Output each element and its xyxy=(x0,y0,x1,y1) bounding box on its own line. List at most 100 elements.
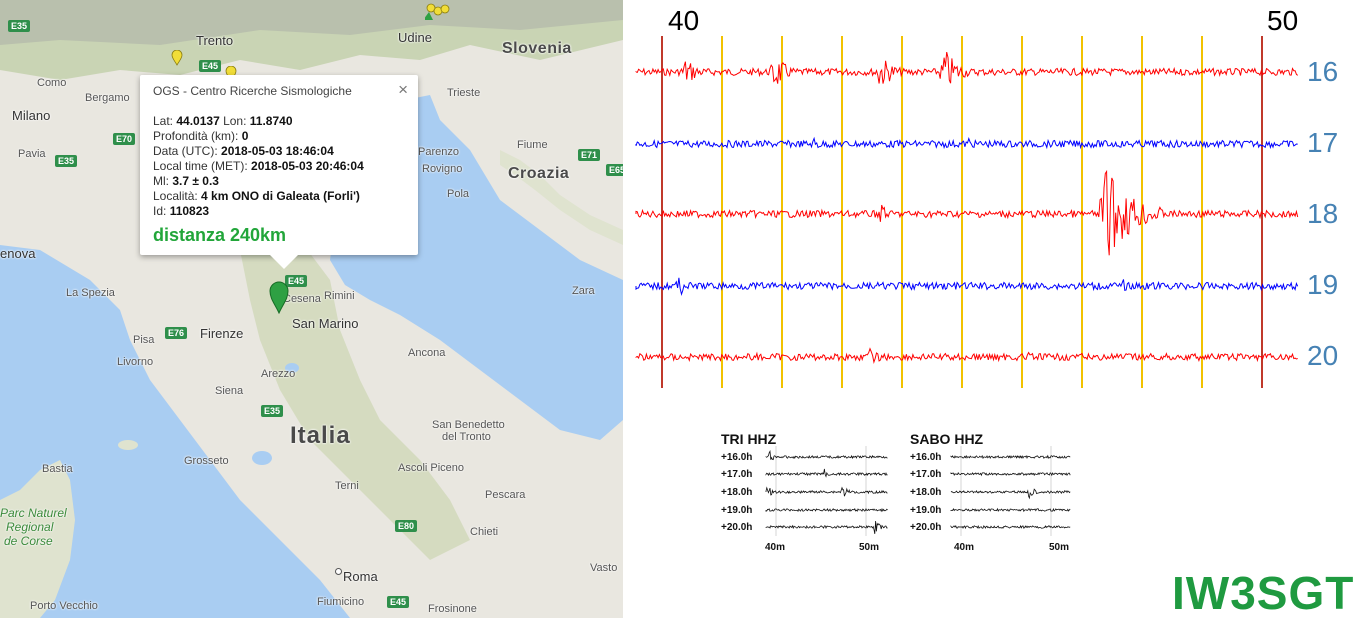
thumbnail-traces xyxy=(765,446,1071,536)
popup-magnitude-label: Ml: xyxy=(153,174,173,188)
minute-label-50: 50 xyxy=(1267,5,1299,36)
popup-lon-value: 11.8740 xyxy=(249,114,293,128)
label-pescara: Pescara xyxy=(485,489,526,501)
thumb-trace-1-3 xyxy=(950,507,1071,513)
label-fiumicino: Fiumicino xyxy=(317,596,365,608)
label-parenzo: Parenzo xyxy=(418,146,459,158)
label-bastia: Bastia xyxy=(42,463,73,475)
road-shield-e45-c: E45 xyxy=(387,596,410,608)
label-slovenia: Slovenia xyxy=(502,40,572,57)
label-grosseto: Grosseto xyxy=(184,455,229,467)
thumb-trace-1-0 xyxy=(950,454,1071,460)
road-shield-e45-b: E45 xyxy=(285,275,308,287)
minute-label-40: 40 xyxy=(668,5,700,36)
thumb-sabo-row-19: +19.0h xyxy=(910,505,942,516)
road-shield-e76: E76 xyxy=(165,327,188,339)
label-livorno: Livorno xyxy=(117,356,154,368)
hour-label-17: 17 xyxy=(1307,127,1339,158)
label-pisa: Pisa xyxy=(133,334,155,346)
thumb-sabo-row-20: +20.0h xyxy=(910,522,942,533)
thumb-title-sabo: SABO HHZ xyxy=(910,431,984,447)
popup-row-magnitude: Ml: 3.7 ± 0.3 xyxy=(153,174,219,188)
label-roma: Roma xyxy=(343,569,378,584)
label-siena: Siena xyxy=(215,385,244,397)
label-como: Como xyxy=(37,77,67,89)
popup-row-location: Località: 4 km ONO di Galeata (Forli') xyxy=(153,189,360,203)
thumb-sabo-row-18: +18.0h xyxy=(910,487,942,498)
thumb-trace-0-0 xyxy=(765,449,888,461)
trace-hour-16 xyxy=(635,51,1299,84)
label-cesena: Cesena xyxy=(283,293,321,305)
city-dot-roma xyxy=(335,568,342,575)
label-genova: enova xyxy=(0,246,36,261)
label-pavia: Pavia xyxy=(18,148,46,160)
road-shield-e35-b: E35 xyxy=(55,155,78,167)
earthquake-info-popup: OGS - Centro Ricerche Sismologiche × Lat… xyxy=(140,75,418,269)
epicenter-marker-icon[interactable] xyxy=(268,280,290,314)
yellow-marker-icon[interactable] xyxy=(170,50,184,66)
label-san-marino: San Marino xyxy=(292,316,359,331)
hour-label-19: 19 xyxy=(1307,269,1339,300)
thumb-trace-0-4 xyxy=(765,520,888,534)
thumb-sabo-axis-40: 40m xyxy=(954,542,975,553)
thumb-sabo-row-16: +16.0h xyxy=(910,452,942,463)
road-shield-e35-c: E35 xyxy=(261,405,284,417)
popup-row-id: Id: 110823 xyxy=(153,204,209,218)
popup-location-value: 4 km ONO di Galeata (Forli') xyxy=(201,189,360,203)
trace-hour-20 xyxy=(635,347,1298,365)
label-san-benedetto: San Benedetto xyxy=(432,419,505,431)
thumb-sabo-axis-50: 50m xyxy=(1049,542,1070,553)
thumb-trace-1-4 xyxy=(950,524,1071,530)
thumb-trace-0-3 xyxy=(765,507,888,513)
popup-pointer xyxy=(270,255,298,269)
popup-row-depth: Profondità (km): 0 xyxy=(153,129,248,143)
popup-lat-label: Lat: xyxy=(153,114,177,128)
popup-lon-label: Lon: xyxy=(219,114,250,128)
label-milano: Milano xyxy=(12,108,51,123)
label-frosinone: Frosinone xyxy=(428,603,477,615)
label-croazia: Croazia xyxy=(508,165,570,182)
label-regional: Regional xyxy=(6,520,54,534)
thumb-title-tri: TRI HHZ xyxy=(721,431,777,447)
trace-hour-18 xyxy=(635,169,1299,256)
popup-row-local: Local time (MET): 2018-05-03 20:46:04 xyxy=(153,159,364,173)
thumb-tri-row-20: +20.0h xyxy=(721,522,753,533)
label-la-spezia: La Spezia xyxy=(66,287,115,299)
road-shield-e35: E35 xyxy=(8,20,31,32)
label-de-corse: de Corse xyxy=(4,534,53,548)
thumb-trace-0-2 xyxy=(765,486,888,497)
trace-hour-17 xyxy=(635,136,1298,150)
popup-local-label: Local time (MET): xyxy=(153,159,252,173)
popup-local-value: 2018-05-03 20:46:04 xyxy=(251,159,364,173)
label-trieste: Trieste xyxy=(447,87,481,99)
thumb-tri-axis-40: 40m xyxy=(765,542,786,553)
map-panel[interactable]: Slovenia Croazia Italia Trento Udine Mil… xyxy=(0,0,623,618)
road-shield-e80: E80 xyxy=(395,520,418,532)
label-rovigno: Rovigno xyxy=(422,163,463,175)
popup-location-label: Località: xyxy=(153,189,202,203)
thumb-tri-row-19: +19.0h xyxy=(721,505,753,516)
label-terni: Terni xyxy=(335,480,359,492)
thumb-trace-1-2 xyxy=(950,488,1071,500)
station-callsign: IW3SGT xyxy=(1172,567,1355,619)
label-parc-naturel: Parc Naturel xyxy=(0,506,67,520)
road-shield-e65: E65 xyxy=(606,164,623,176)
label-del-tronto: del Tronto xyxy=(442,431,491,443)
popup-utc-label: Data (UTC): xyxy=(153,144,222,158)
yellow-marker-group-icon[interactable] xyxy=(425,2,455,24)
popup-lat-value: 44.0137 xyxy=(176,114,220,128)
label-rimini: Rimini xyxy=(324,290,355,302)
thumb-sabo-row-17: +17.0h xyxy=(910,469,942,480)
thumb-tri-row-18: +18.0h xyxy=(721,487,753,498)
label-udine: Udine xyxy=(398,30,432,45)
popup-title: OGS - Centro Ricerche Sismologiche xyxy=(153,84,352,98)
label-chieti: Chieti xyxy=(470,526,499,538)
popup-depth-label: Profondità (km): xyxy=(153,129,242,143)
hour-label-20: 20 xyxy=(1307,340,1339,371)
label-arezzo: Arezzo xyxy=(261,368,296,380)
popup-close-button[interactable]: × xyxy=(398,80,408,99)
label-ascoli-piceno: Ascoli Piceno xyxy=(398,462,465,474)
road-shield-e71: E71 xyxy=(578,149,601,161)
label-firenze: Firenze xyxy=(200,326,244,341)
helicorder-plot xyxy=(635,36,1299,388)
